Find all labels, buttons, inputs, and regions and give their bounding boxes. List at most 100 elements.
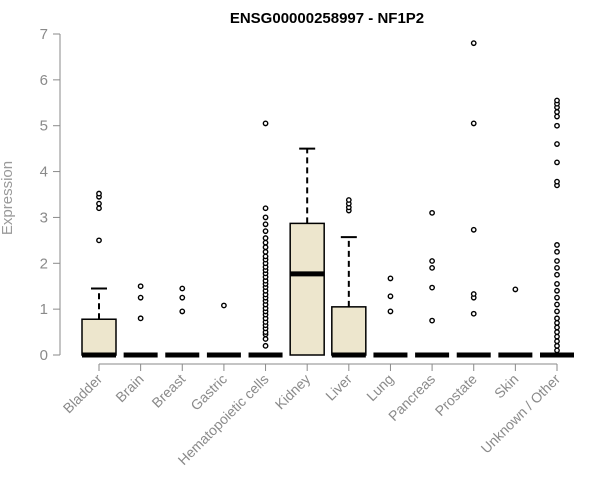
- outlier-point: [429, 264, 435, 271]
- y-tick-label: 3: [40, 209, 48, 226]
- box-group: [81, 190, 117, 358]
- outlier-point: [554, 315, 560, 322]
- x-tick-label: Prostate: [432, 371, 480, 419]
- outlier-point: [221, 302, 227, 309]
- box-series: [81, 40, 574, 358]
- outlier-point: [262, 244, 269, 251]
- x-tick-label: Brain: [112, 371, 146, 405]
- outlier-point: [137, 294, 144, 301]
- outlier-point: [554, 301, 560, 308]
- box-group: [165, 285, 200, 358]
- outlier-point: [262, 342, 269, 349]
- outlier-point: [554, 329, 560, 335]
- box-group: [331, 197, 367, 358]
- chart-title: ENSG00000258997 - NF1P2: [230, 10, 424, 27]
- box-group: [248, 120, 283, 358]
- x-tick-label: Skin: [491, 371, 522, 402]
- outlier-point: [554, 109, 560, 115]
- outlier-point: [554, 113, 560, 120]
- outlier-point: [554, 242, 560, 248]
- outlier-point: [179, 294, 186, 301]
- x-tick-label: Unknown / Other: [478, 371, 564, 457]
- box-group: [456, 40, 491, 358]
- outlier-point: [554, 97, 560, 104]
- x-tick-label: Bladder: [60, 371, 106, 417]
- outlier-point: [262, 120, 269, 127]
- outlier-point: [470, 310, 477, 317]
- x-tick-label: Breast: [148, 371, 188, 411]
- outlier-point: [262, 214, 269, 221]
- y-tick-label: 0: [40, 347, 48, 364]
- outlier-point: [554, 338, 560, 345]
- outlier-point: [554, 294, 560, 301]
- box: [331, 306, 367, 356]
- outlier-point: [387, 293, 394, 300]
- outlier-point: [554, 342, 560, 349]
- outlier-point: [470, 226, 477, 233]
- outlier-point: [554, 308, 560, 315]
- outlier-point: [345, 197, 352, 203]
- outlier-point: [554, 178, 560, 185]
- outlier-point: [554, 333, 560, 340]
- outlier-point: [262, 228, 269, 235]
- outlier-point: [554, 287, 560, 294]
- outlier-point: [137, 315, 144, 322]
- outlier-point: [554, 324, 560, 331]
- outlier-point: [554, 141, 560, 147]
- y-tick-label: 5: [40, 118, 48, 135]
- x-tick-label: Liver: [322, 371, 355, 404]
- box-group: [206, 302, 241, 358]
- x-tick-label: Kidney: [272, 371, 314, 413]
- box-group: [498, 286, 533, 358]
- outlier-point: [387, 308, 394, 315]
- outlier-point: [179, 308, 186, 315]
- x-tick-label: Lung: [363, 371, 396, 404]
- outlier-point: [96, 205, 102, 212]
- outlier-point: [429, 317, 435, 324]
- outlier-point: [262, 253, 269, 260]
- outlier-point: [262, 205, 269, 212]
- outlier-point: [262, 239, 269, 246]
- outlier-point: [262, 336, 269, 342]
- outlier-point: [554, 159, 560, 166]
- y-tick-label: 7: [40, 26, 48, 43]
- y-tick-label: 6: [40, 72, 48, 89]
- outlier-point: [554, 281, 560, 287]
- outlier-point: [470, 120, 477, 127]
- box-group: [415, 209, 450, 358]
- outlier-point: [554, 271, 560, 278]
- outlier-point: [429, 284, 435, 291]
- outlier-point: [470, 40, 477, 47]
- outlier-point: [554, 258, 560, 264]
- y-tick-label: 2: [40, 255, 48, 272]
- outlier-point: [96, 200, 102, 207]
- outlier-point: [262, 248, 269, 255]
- outlier-point: [554, 319, 560, 326]
- outlier-point: [262, 221, 269, 228]
- y-axis: 0 1 2 3 4 5 6 7: [40, 26, 61, 364]
- box-group: [123, 283, 158, 358]
- outlier-point: [429, 209, 435, 216]
- y-tick-label: 4: [40, 164, 48, 181]
- outlier-point: [96, 190, 102, 197]
- outlier-point: [387, 275, 394, 282]
- box: [81, 318, 117, 356]
- box-group: [540, 97, 574, 358]
- outlier-point: [179, 285, 186, 292]
- outlier-point: [429, 258, 435, 264]
- box: [289, 222, 325, 356]
- outlier-point: [262, 235, 269, 241]
- outlier-point: [554, 264, 560, 271]
- outlier-point: [512, 286, 519, 293]
- y-tick-label: 1: [40, 301, 48, 318]
- outlier-point: [554, 122, 560, 129]
- box-group: [289, 147, 325, 356]
- outlier-point: [554, 248, 560, 255]
- box-group: [373, 275, 408, 358]
- outlier-point: [96, 237, 102, 244]
- outlier-point: [554, 347, 560, 354]
- outlier-point: [137, 283, 144, 290]
- outlier-point: [470, 291, 477, 297]
